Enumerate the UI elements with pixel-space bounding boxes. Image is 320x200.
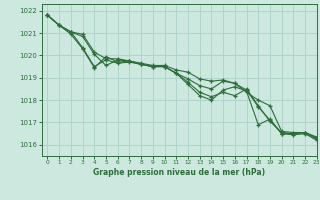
X-axis label: Graphe pression niveau de la mer (hPa): Graphe pression niveau de la mer (hPa): [93, 168, 265, 177]
